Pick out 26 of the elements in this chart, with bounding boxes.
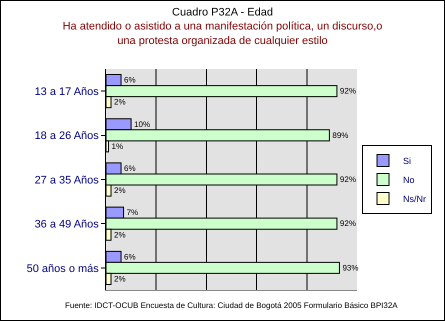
- data-label: 2%: [114, 186, 126, 196]
- source-note: Fuente: IDCT-OCUB Encuesta de Cultura: Ciudad de Bogotá 2005 Formulario Básico BPI32A: [65, 301, 398, 310]
- data-label: 2%: [114, 98, 126, 107]
- chart-title: Cuadro P32A - Edad: [172, 6, 273, 18]
- data-label: 2%: [114, 274, 126, 284]
- data-label: 93%: [342, 263, 358, 272]
- data-label: 92%: [340, 175, 356, 184]
- data-label: 7%: [126, 208, 138, 218]
- data-label: 2%: [114, 230, 126, 240]
- data-label: 6%: [124, 164, 136, 173]
- y-tick-label: 13 a 17 Años: [34, 86, 100, 98]
- data-label: 10%: [134, 120, 150, 129]
- y-tick-label: 36 a 49 Años: [34, 218, 100, 231]
- y-tick-label: 18 a 26 Años: [34, 130, 100, 142]
- data-label: 6%: [124, 252, 136, 262]
- legend-label: No: [403, 175, 415, 186]
- chart-subtitle: Ha atendido o asistido a una manifestación política, un discurso,o una protesta organizada de cualquier estilo: [62, 20, 382, 47]
- y-tick-label: 50 años o más: [26, 262, 100, 275]
- data-label: 1%: [112, 142, 124, 151]
- legend-label: Si: [403, 156, 412, 166]
- data-label: 6%: [124, 76, 136, 85]
- data-label: 92%: [340, 86, 356, 96]
- data-label: 92%: [340, 219, 356, 228]
- data-label: 89%: [332, 130, 348, 140]
- legend-label: Ns/Nr: [403, 194, 426, 204]
- y-tick-label: 27 a 35 Años: [34, 174, 100, 186]
